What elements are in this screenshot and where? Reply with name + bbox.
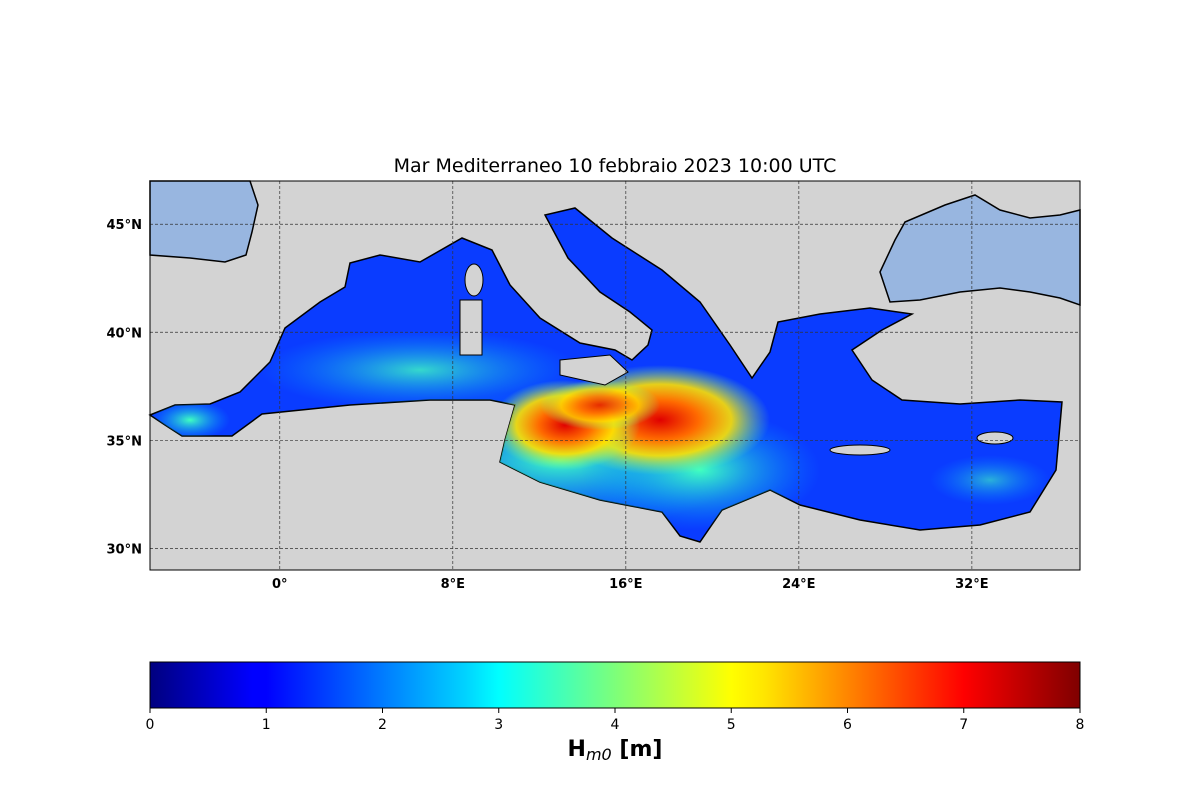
sardinia: [459, 299, 483, 356]
lat-tick-label: 40°N: [107, 326, 142, 341]
colorbar-tick-label: 5: [727, 717, 736, 733]
crete: [829, 444, 891, 456]
cyprus: [976, 431, 1014, 445]
colorbar-tick-label: 6: [843, 717, 852, 733]
colorbar-tick-label: 8: [1076, 717, 1085, 733]
lon-tick-label: 16°E: [609, 577, 642, 592]
corsica: [464, 263, 484, 297]
colorbar-label: Hm0 [m]: [568, 737, 663, 764]
graticule: [150, 181, 1080, 570]
sicily: [559, 354, 629, 386]
colorbar-tick-label: 4: [611, 717, 620, 733]
lon-tick-label: 0°: [272, 577, 288, 592]
map-area: 0° 8°E 16°E 24°E 32°E 45°N 40°N 35°N 30°N: [107, 180, 1081, 592]
atlantic-ocean: [149, 180, 259, 263]
lon-tick-label: 8°E: [441, 577, 465, 592]
lon-tick-label: 32°E: [955, 577, 988, 592]
colorbar-tick-label: 0: [146, 717, 155, 733]
latitude-ticks: 45°N 40°N 35°N 30°N: [107, 218, 142, 557]
lat-tick-label: 45°N: [107, 218, 142, 233]
lat-tick-label: 30°N: [107, 542, 142, 557]
colorbar: 0 1 2 3 4 5 6 7 8 Hm0 [m]: [146, 661, 1085, 764]
map-title: Mar Mediterraneo 10 febbraio 2023 10:00 …: [394, 155, 837, 177]
colorbar-ticks: 0 1 2 3 4 5 6 7 8: [146, 708, 1085, 733]
map-frame: [149, 180, 1081, 571]
colorbar-tick-label: 7: [959, 717, 968, 733]
longitude-ticks: 0° 8°E 16°E 24°E 32°E: [272, 577, 989, 592]
colorbar-tick-label: 1: [262, 717, 271, 733]
colorbar-tick-label: 3: [494, 717, 503, 733]
lat-tick-label: 35°N: [107, 434, 142, 449]
lon-tick-label: 24°E: [782, 577, 815, 592]
colorbar-gradient: [149, 661, 1081, 709]
colorbar-tick-label: 2: [378, 717, 387, 733]
